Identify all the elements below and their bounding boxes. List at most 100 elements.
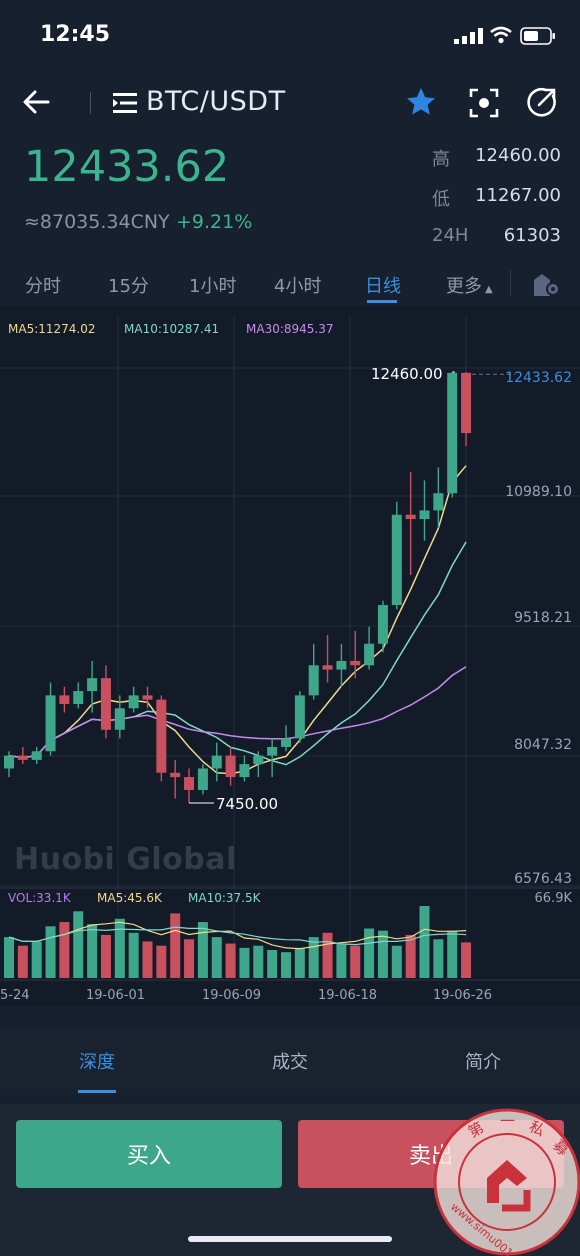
vol-readout: VOL:33.1K	[8, 891, 71, 905]
volume-bar	[253, 945, 264, 978]
candle-body	[377, 605, 388, 644]
signal-icon	[454, 28, 483, 44]
kline-svg	[0, 316, 580, 981]
volume-bar	[322, 932, 333, 978]
volume-bar	[405, 934, 416, 978]
volume-bar	[350, 945, 361, 978]
volume-bar	[17, 945, 28, 978]
tab-15min[interactable]: 15分	[108, 276, 149, 297]
volume-bar	[336, 943, 347, 978]
tab-separator	[510, 270, 511, 296]
candle-body	[433, 493, 444, 511]
candle-body	[308, 665, 319, 696]
volume-bar	[461, 942, 472, 978]
candle-body	[100, 678, 111, 730]
tab-trades[interactable]: 成交	[272, 1052, 308, 1073]
pair-menu-icon[interactable]	[112, 90, 138, 116]
candle-body	[405, 514, 416, 520]
candle-body	[87, 678, 98, 692]
x-label-3: 19-06-18	[318, 988, 378, 1003]
volume-bar	[59, 922, 70, 978]
candle-body	[184, 777, 195, 790]
high-label: 高	[432, 149, 450, 170]
volume-bar	[239, 947, 250, 978]
candle-body	[281, 738, 291, 747]
candle-body	[225, 755, 236, 778]
candle-body	[419, 510, 430, 520]
chart-settings-icon[interactable]	[532, 270, 562, 298]
home-indicator[interactable]	[188, 1236, 392, 1242]
tab-timeline[interactable]: 分时	[25, 276, 61, 297]
y-label-current: 12433.62	[505, 370, 572, 386]
bottom-tab-bar	[0, 1028, 580, 1094]
candle-body	[322, 665, 333, 670]
tab-intro[interactable]: 简介	[465, 1052, 501, 1073]
tab-more-label: 更多	[446, 276, 482, 297]
candle-body	[114, 708, 125, 730]
candle-body	[4, 755, 14, 769]
volume-bar	[197, 922, 208, 978]
volume-bar	[447, 930, 458, 978]
y-label-1: 10989.10	[505, 484, 572, 500]
candle-body	[142, 695, 153, 700]
ma30-line	[8, 666, 467, 759]
volume-bar	[308, 937, 319, 978]
y-label-2: 9518.21	[514, 610, 572, 626]
volume-label: 24H	[432, 225, 469, 246]
min-price-annotation: 7450.00	[216, 795, 279, 813]
low-value: 11267.00	[475, 185, 561, 206]
ma5-readout: MA5:11274.02	[8, 322, 96, 336]
candle-body	[447, 372, 458, 494]
volume-ma5-line	[8, 921, 467, 950]
vol-ma5-readout: MA5:45.6K	[97, 891, 162, 905]
screenshot-icon[interactable]	[468, 87, 500, 119]
buy-button[interactable]: 买入	[16, 1120, 282, 1188]
high-value: 12460.00	[475, 145, 561, 166]
candle-body	[73, 691, 84, 704]
y-label-3: 8047.32	[514, 737, 572, 753]
candle-body	[45, 695, 56, 752]
huobi-watermark: Huobi Global	[14, 842, 237, 877]
header-divider	[90, 92, 91, 114]
caret-down-icon: ▲	[485, 284, 493, 295]
svg-text:一: 一	[500, 1112, 515, 1130]
ma10-readout: MA10:10287.41	[124, 322, 220, 336]
back-arrow-icon[interactable]	[22, 88, 50, 116]
pair-title[interactable]: BTC/USDT	[146, 86, 286, 117]
status-time: 12:45	[40, 22, 111, 47]
svg-text:私: 私	[526, 1117, 547, 1140]
volume-bar	[184, 939, 195, 978]
volume-bar	[225, 943, 236, 978]
volume-bar	[364, 928, 375, 978]
bottom-tab-indicator	[78, 1090, 116, 1093]
candle-body	[461, 372, 472, 434]
tab-4hour[interactable]: 4小时	[274, 276, 322, 297]
tab-1hour[interactable]: 1小时	[189, 276, 237, 297]
candle-body	[17, 755, 28, 760]
kline-chart[interactable]	[0, 306, 580, 1006]
volume-bar	[100, 934, 111, 978]
tab-more[interactable]: 更多 ▲	[446, 272, 493, 298]
vol-ma10-readout: MA10:37.5K	[188, 891, 261, 905]
candle-body	[350, 660, 361, 666]
candle-body	[336, 660, 347, 670]
tab-depth[interactable]: 深度	[79, 1052, 115, 1073]
low-label: 低	[432, 189, 450, 210]
volume-bar	[391, 945, 402, 978]
volume-bar	[267, 950, 278, 978]
tab-active-indicator	[367, 300, 397, 303]
max-price-annotation: 12460.00	[371, 365, 443, 383]
favorite-star-icon[interactable]	[405, 86, 437, 118]
volume-value: 61303	[503, 225, 561, 246]
volume-bar	[419, 906, 430, 978]
candle-body	[294, 695, 305, 739]
volume-bar	[45, 926, 56, 978]
tab-daily[interactable]: 日线	[365, 276, 401, 297]
share-icon[interactable]	[526, 86, 558, 118]
candle-body	[253, 755, 264, 765]
x-label-0: 5-24	[0, 988, 30, 1003]
candle-body	[197, 768, 208, 790]
ma30-readout: MA30:8945.37	[246, 322, 334, 336]
volume-bar	[156, 945, 167, 978]
y-label-4: 6576.43	[514, 871, 572, 887]
